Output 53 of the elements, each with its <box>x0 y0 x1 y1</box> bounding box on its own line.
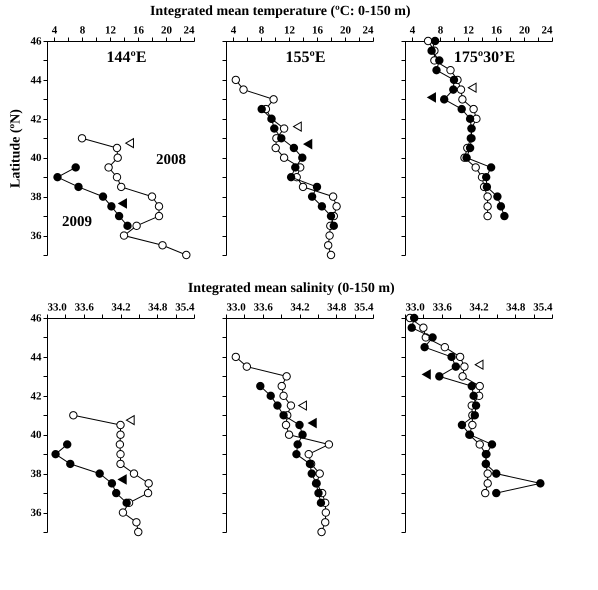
y-tick-label: 40 <box>30 429 42 442</box>
y-tick-label: 42 <box>30 113 42 126</box>
x-tick-label: 20 <box>161 24 172 36</box>
x-tick-label: 34.2 <box>469 302 490 314</box>
y-tick-label: 38 <box>30 191 42 204</box>
x-tick-label: 4 <box>230 24 237 36</box>
x-tick-label: 24 <box>184 24 195 36</box>
x-tick-label: 8 <box>258 24 265 36</box>
x-axis-title: Integrated mean temperature (ºC: 0-150 m) <box>150 4 411 19</box>
y-axis-title: Latitude (ºN) <box>8 108 24 188</box>
x-tick-label: 33.0 <box>406 302 426 314</box>
y-tick-label: 36 <box>30 507 42 520</box>
y-tick-label: 40 <box>30 152 42 164</box>
x-tick-label: 35.4 <box>354 302 374 314</box>
x-tick-label: 34.2 <box>290 302 310 314</box>
x-axis-title: Integrated mean salinity (0-150 m) <box>188 281 396 296</box>
x-tick-label: 33.0 <box>48 302 68 314</box>
annotation: 2009 <box>62 214 92 230</box>
x-tick-label: 34.2 <box>111 302 132 314</box>
x-tick-label: 8 <box>438 24 444 36</box>
x-tick-label: 16 <box>133 24 144 36</box>
x-tick-label: 33.6 <box>432 302 452 314</box>
x-tick-label: 24 <box>542 24 553 36</box>
x-tick-label: 12 <box>105 24 116 36</box>
y-tick-label: 38 <box>30 468 42 480</box>
x-tick-label: 20 <box>340 24 352 36</box>
x-tick-label: 33.6 <box>74 302 94 314</box>
y-tick-label: 36 <box>30 230 42 242</box>
y-tick-label: 46 <box>30 36 42 48</box>
x-tick-label: 8 <box>80 24 86 36</box>
x-tick-label: 35.4 <box>533 302 553 314</box>
y-tick-label: 42 <box>30 390 42 402</box>
x-tick-label: 34.8 <box>148 302 168 314</box>
x-tick-label: 12 <box>284 24 296 36</box>
x-tick-label: 20 <box>519 24 530 36</box>
x-tick-label: 24 <box>362 24 374 36</box>
y-tick-label: 44 <box>30 351 42 364</box>
x-tick-label: 34.8 <box>506 302 526 314</box>
y-tick-label: 46 <box>30 312 42 324</box>
x-tick-label: 35.4 <box>175 302 195 314</box>
chart-title: 155ºE <box>286 49 326 66</box>
x-tick-label: 12 <box>463 24 474 36</box>
x-tick-label: 4 <box>52 24 58 36</box>
x-tick-label: 4 <box>410 24 416 36</box>
annotation: 2008 <box>156 152 186 168</box>
x-tick-label: 16 <box>491 24 502 36</box>
x-tick-label: 33.6 <box>254 302 274 314</box>
chart-title: 175º30’E <box>454 49 516 66</box>
x-tick-label: 16 <box>312 24 324 36</box>
y-tick-label: 44 <box>30 74 42 86</box>
x-tick-label: 34.8 <box>327 302 347 314</box>
chart-title: 144ºE <box>106 49 146 66</box>
x-tick-label: 33.0 <box>226 302 246 314</box>
